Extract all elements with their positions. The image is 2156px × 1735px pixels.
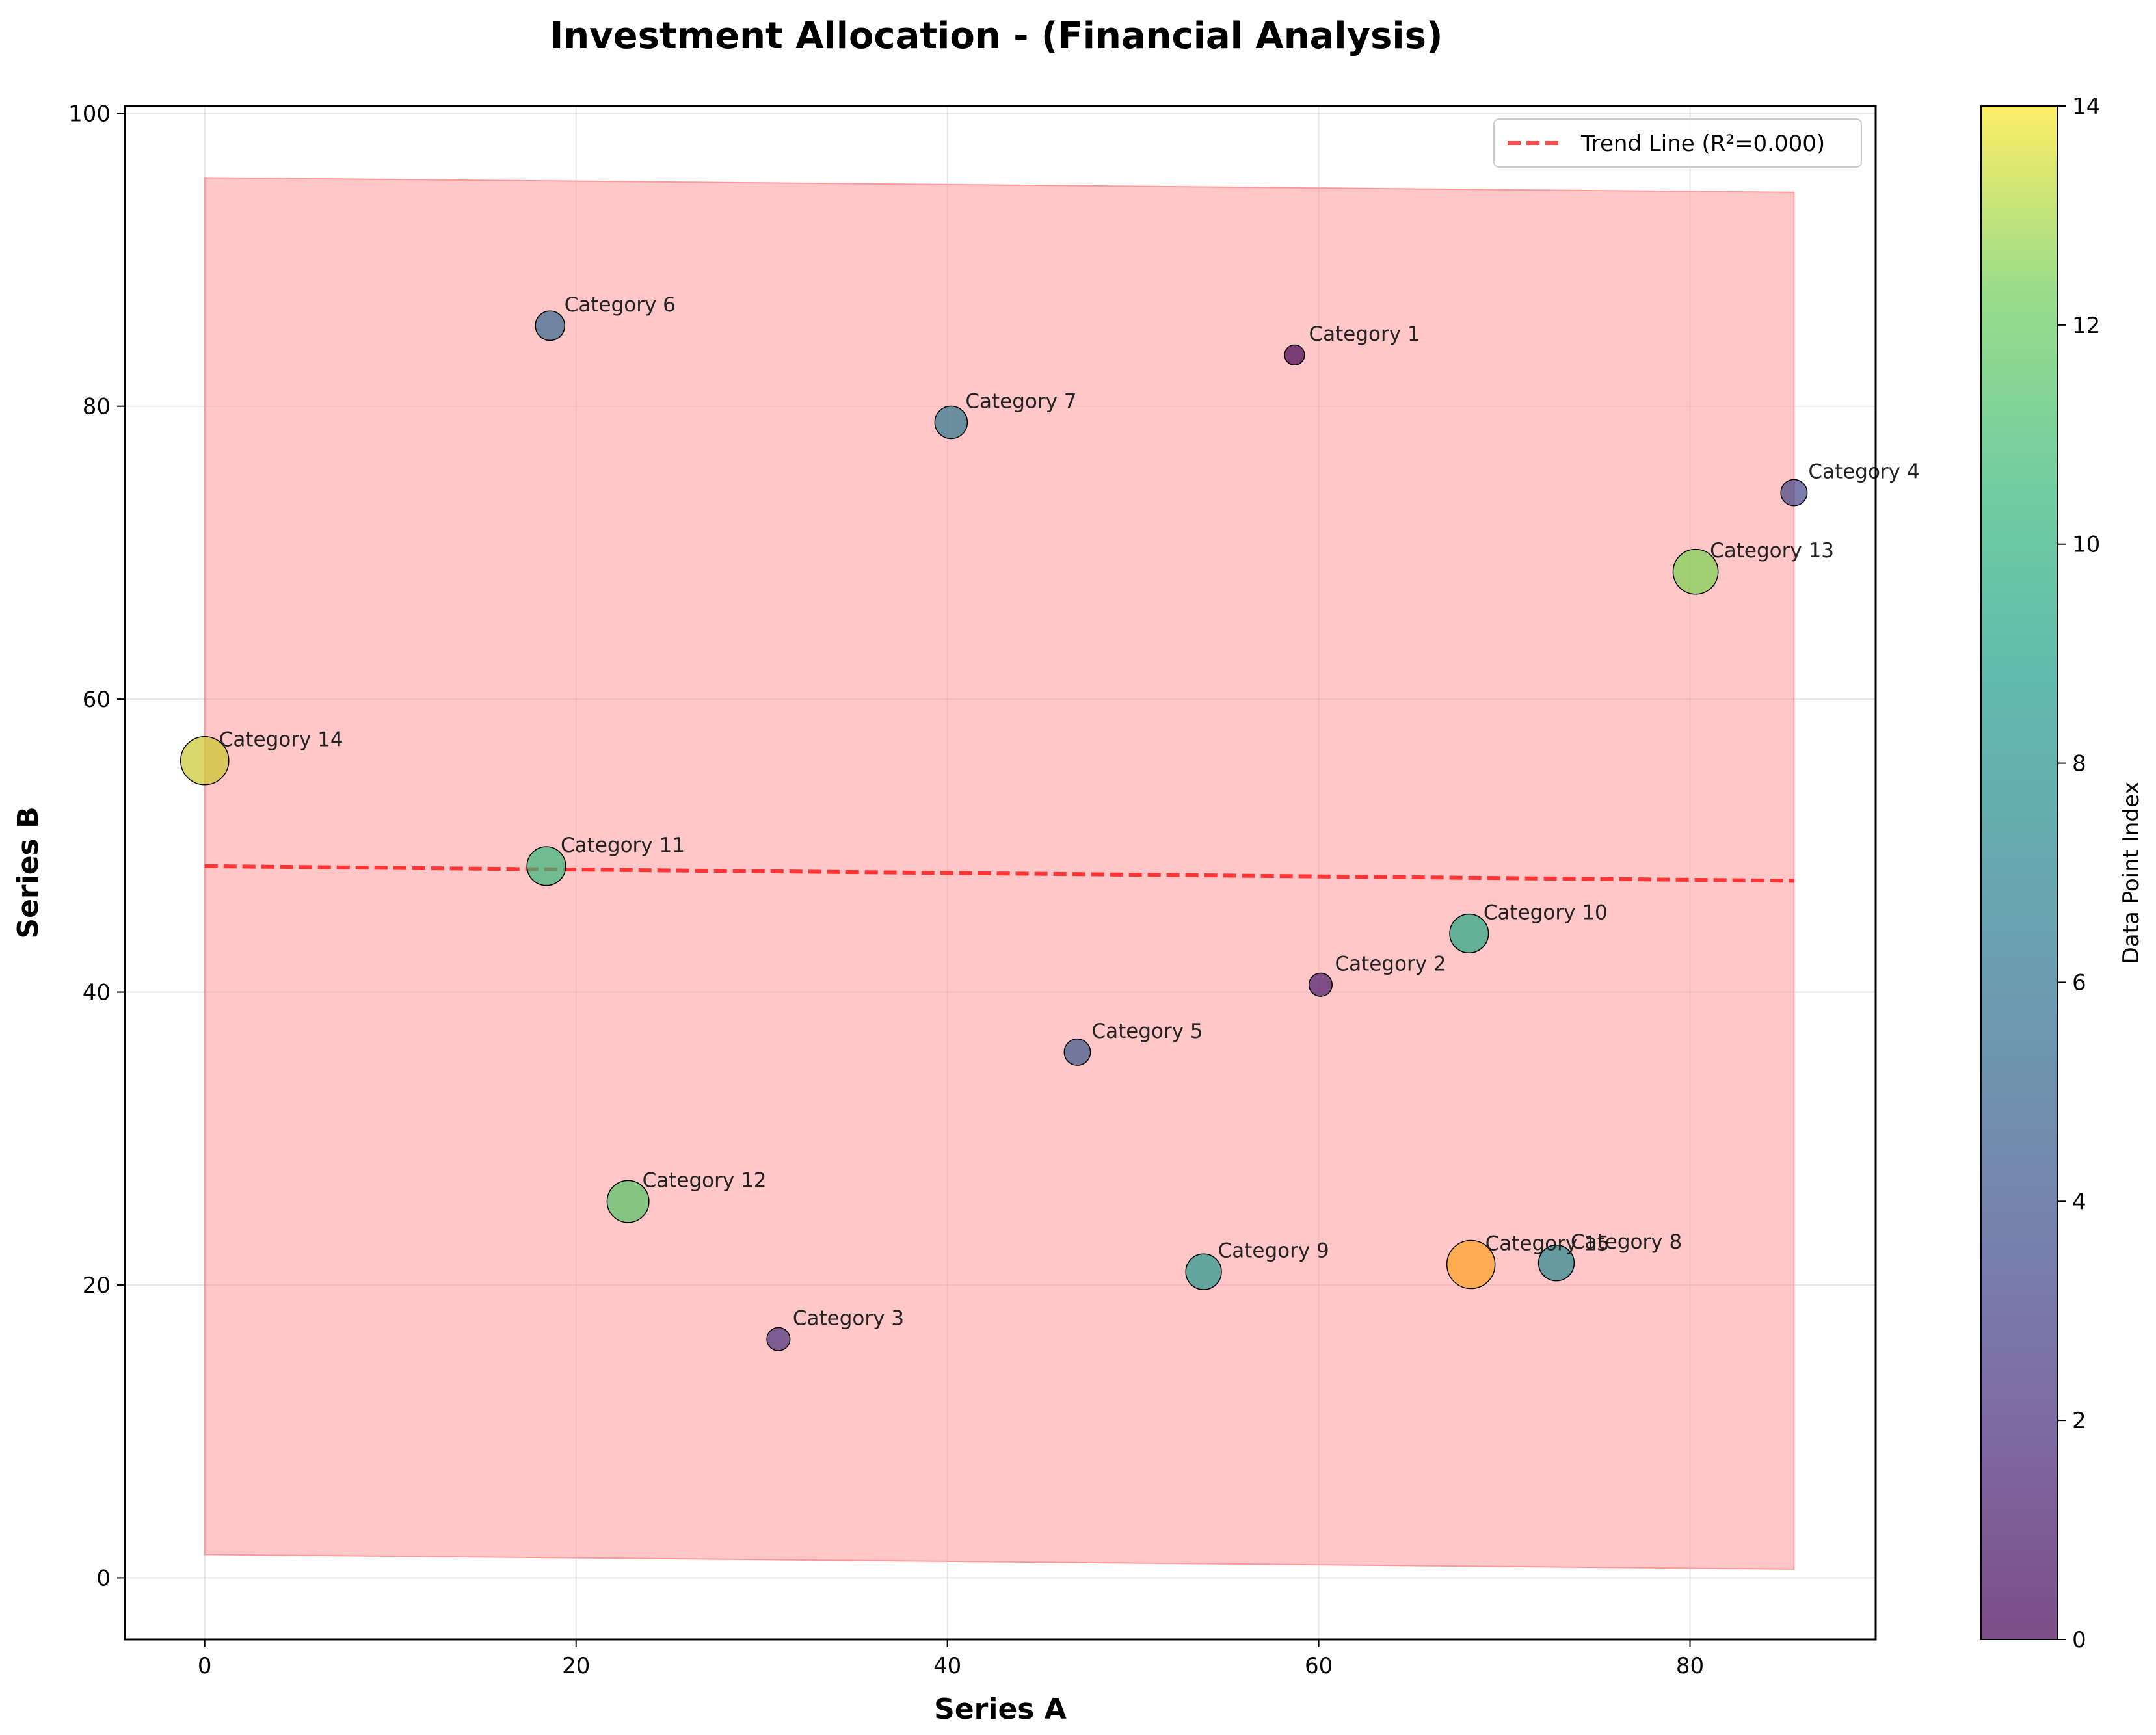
point-label: Category 11 [561,834,685,857]
scatter-point [934,405,968,440]
scatter-point [1185,1253,1222,1290]
legend-box [1493,118,1862,168]
scatter-point [1308,972,1333,997]
trend-line-layer [204,864,1794,883]
legend-entry-trend-line: Trend Line (R²=0.000) [1580,131,1825,157]
scatter-point [1449,913,1489,954]
point-label: Category 15 [1485,1232,1610,1255]
scatter-point [1672,548,1719,595]
scatter-points [180,310,1808,1351]
point-label: Category 6 [565,293,676,317]
colorbar-tick-label: 14 [2072,94,2100,120]
x-tick-label: 40 [933,1653,961,1679]
point-label: Category 2 [1335,952,1446,975]
colorbar-tick-label: 6 [2072,970,2086,996]
point-label: Category 14 [219,728,343,752]
colorbar-label: Data Point Index [2118,782,2144,964]
x-tick-label: 60 [1305,1653,1333,1679]
scatter-point [535,310,566,341]
y-tick-label: 0 [96,1565,111,1591]
point-label: Category 5 [1091,1020,1203,1043]
y-tick-label: 40 [83,980,111,1006]
scatter-point [1284,344,1305,366]
scatter-point [1780,479,1808,507]
x-tick-label: 0 [198,1653,212,1679]
y-axis-ticks: 0 20 40 60 80 100 [68,101,125,1591]
x-axis-ticks: 0 20 40 60 80 [198,1639,1704,1679]
scatter-point [1446,1239,1496,1290]
colorbar-ticks: 0 2 4 6 8 10 12 14 [2058,94,2100,1653]
point-label: Category 12 [643,1169,767,1193]
x-axis-label: Series A [934,1693,1067,1726]
point-label: Category 10 [1484,901,1608,924]
point-label: Category 9 [1218,1239,1329,1263]
scatter-point [766,1327,791,1351]
y-tick-label: 20 [83,1273,111,1299]
colorbar-tick-label: 12 [2072,313,2100,339]
point-label: Category 13 [1710,539,1834,563]
y-tick-label: 60 [83,687,111,713]
x-tick-label: 80 [1676,1653,1704,1679]
colorbar-tick-label: 10 [2072,532,2100,558]
scatter-point [606,1180,650,1223]
point-label: Category 3 [793,1306,904,1330]
scatter-point [180,735,230,786]
y-axis-label: Series B [12,806,45,938]
scatter-point [526,846,566,886]
chart-title: Investment Allocation - (Financial Analy… [550,15,1443,57]
point-label: Category 7 [965,390,1076,413]
colorbar-tick-label: 4 [2072,1189,2086,1215]
point-label: Category 1 [1309,323,1420,346]
colorbar: 0 2 4 6 8 10 12 14 Data Point Index [1980,94,2144,1653]
colorbar-tick-label: 0 [2072,1627,2086,1653]
y-tick-label: 80 [83,394,111,420]
colorbar-tick-label: 2 [2072,1408,2086,1434]
scatter-point [1537,1245,1575,1282]
plot-area-frame [124,105,1877,1641]
trend-line [204,864,1794,883]
colorbar-tick-label: 8 [2072,751,2086,777]
y-tick-label: 100 [68,101,111,127]
x-tick-label: 20 [562,1653,590,1679]
legend: Trend Line (R²=0.000) [1493,118,1862,168]
point-label: Category 4 [1808,460,1919,484]
point-labels: Category 1 Category 2 Category 3 Category 4… [219,293,1920,1330]
point-label: Category 8 [1571,1230,1682,1254]
scatter-point [1063,1038,1091,1066]
colorbar-gradient [1980,105,2058,1640]
